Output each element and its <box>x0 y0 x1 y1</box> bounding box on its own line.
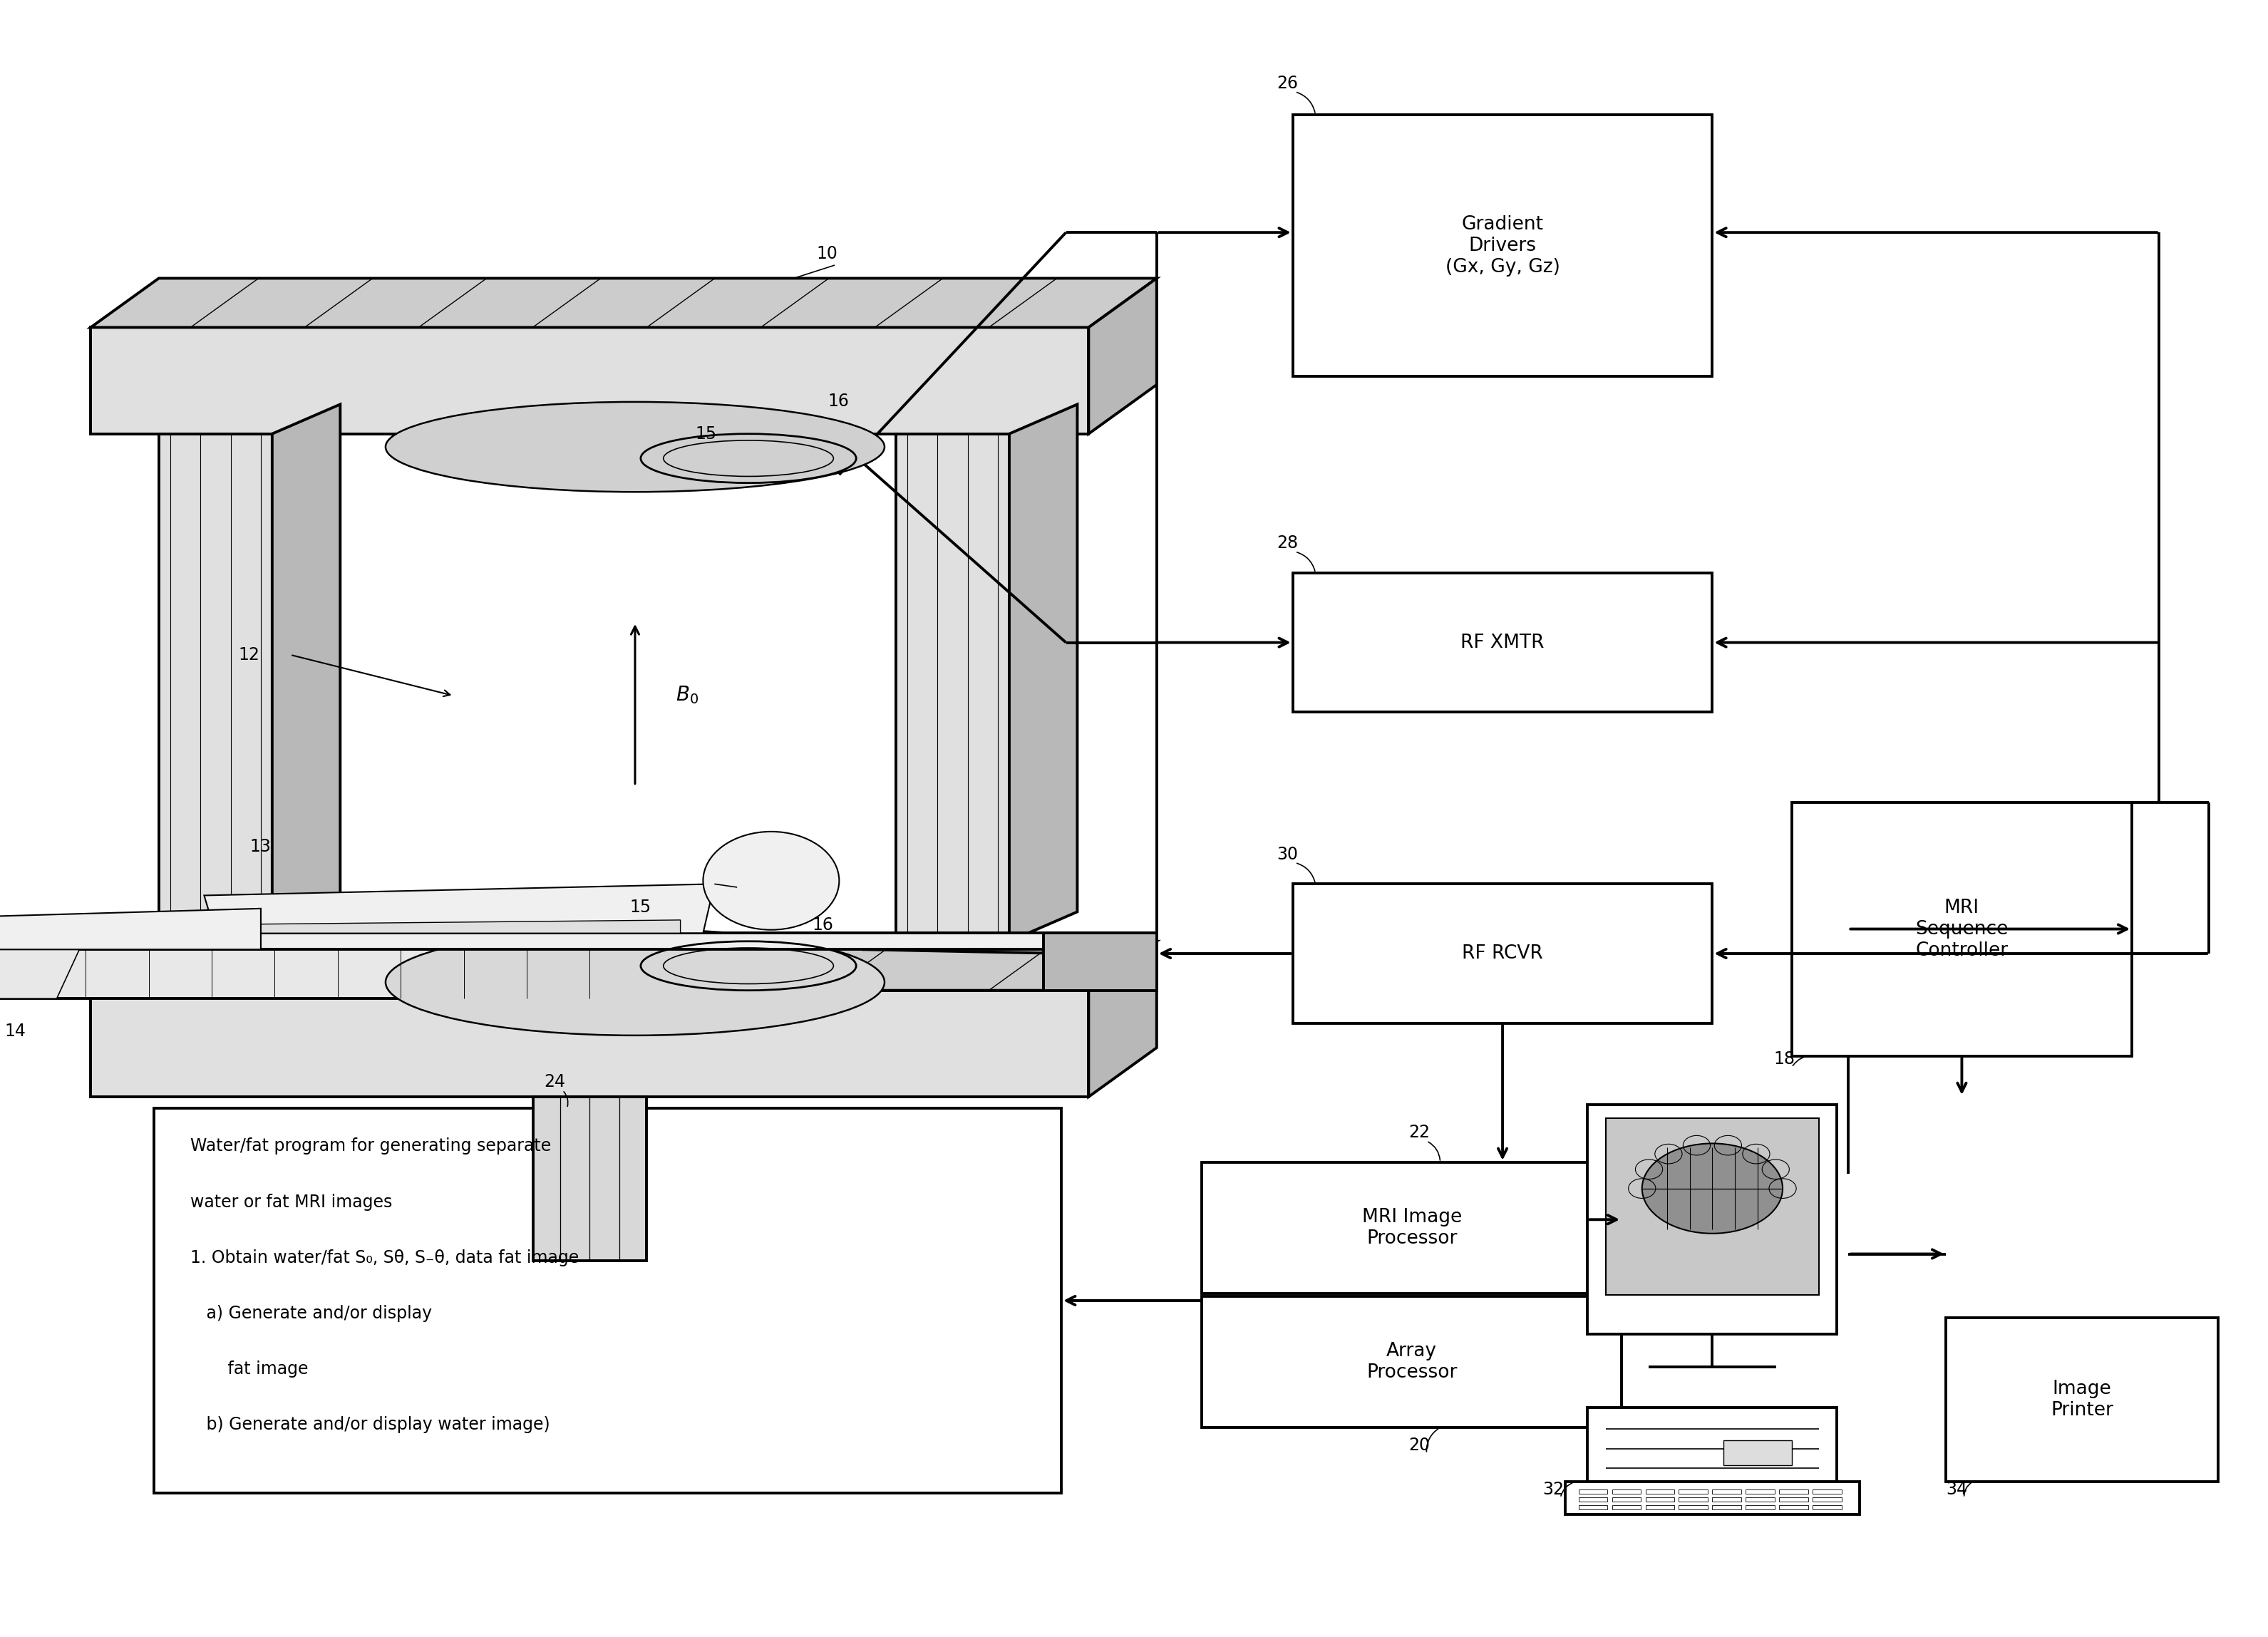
Polygon shape <box>0 933 1157 949</box>
FancyBboxPatch shape <box>1746 1490 1774 1495</box>
Polygon shape <box>91 278 1157 327</box>
Text: RF XMTR: RF XMTR <box>1461 634 1545 652</box>
FancyBboxPatch shape <box>1812 1490 1842 1495</box>
Polygon shape <box>91 990 1089 1097</box>
Text: a) Generate and/or display: a) Generate and/or display <box>191 1305 433 1321</box>
Text: 12: 12 <box>238 647 259 663</box>
FancyBboxPatch shape <box>1712 1504 1742 1509</box>
FancyBboxPatch shape <box>1712 1498 1742 1501</box>
Text: Array
Processor: Array Processor <box>1365 1342 1458 1382</box>
Text: $B_0$: $B_0$ <box>676 684 699 706</box>
Ellipse shape <box>1642 1143 1783 1234</box>
FancyBboxPatch shape <box>1812 1504 1842 1509</box>
Text: 16: 16 <box>828 393 848 409</box>
FancyBboxPatch shape <box>1712 1490 1742 1495</box>
Polygon shape <box>1089 941 1157 1097</box>
Text: Image
Printer: Image Printer <box>2050 1380 2114 1419</box>
Polygon shape <box>1043 933 1157 990</box>
FancyBboxPatch shape <box>1579 1498 1608 1501</box>
Polygon shape <box>91 941 1157 990</box>
FancyBboxPatch shape <box>1579 1504 1608 1509</box>
FancyBboxPatch shape <box>1778 1498 1808 1501</box>
Polygon shape <box>181 920 680 933</box>
FancyBboxPatch shape <box>1579 1490 1608 1495</box>
Text: water or fat MRI images: water or fat MRI images <box>191 1193 392 1210</box>
FancyBboxPatch shape <box>1678 1504 1708 1509</box>
Text: 28: 28 <box>1277 535 1297 552</box>
FancyBboxPatch shape <box>1678 1490 1708 1495</box>
FancyBboxPatch shape <box>1746 1504 1774 1509</box>
FancyBboxPatch shape <box>1202 1297 1622 1427</box>
Text: 34: 34 <box>1946 1481 1966 1498</box>
Text: 22: 22 <box>1408 1125 1429 1141</box>
FancyBboxPatch shape <box>1746 1498 1774 1501</box>
FancyBboxPatch shape <box>1812 1498 1842 1501</box>
Text: b) Generate and/or display water image): b) Generate and/or display water image) <box>191 1416 551 1432</box>
FancyBboxPatch shape <box>1946 1318 2218 1481</box>
Text: 24: 24 <box>544 1074 565 1090</box>
FancyBboxPatch shape <box>1644 1490 1674 1495</box>
Text: 32: 32 <box>1542 1481 1563 1498</box>
FancyBboxPatch shape <box>1678 1498 1708 1501</box>
FancyBboxPatch shape <box>533 1097 646 1260</box>
Polygon shape <box>1089 278 1157 434</box>
Text: 10: 10 <box>816 246 837 262</box>
Ellipse shape <box>386 403 885 493</box>
Polygon shape <box>91 327 1089 434</box>
FancyBboxPatch shape <box>1293 115 1712 377</box>
Text: fat image: fat image <box>191 1360 308 1377</box>
Text: 18: 18 <box>1774 1051 1794 1067</box>
FancyBboxPatch shape <box>1588 1408 1837 1481</box>
Text: MRI Image
Processor: MRI Image Processor <box>1361 1208 1463 1247</box>
Text: 20: 20 <box>1408 1437 1429 1454</box>
Polygon shape <box>0 949 79 999</box>
FancyBboxPatch shape <box>1613 1498 1640 1501</box>
FancyBboxPatch shape <box>1202 1162 1622 1293</box>
Polygon shape <box>0 909 261 949</box>
Text: MRI
Sequence
Controller: MRI Sequence Controller <box>1916 899 2007 959</box>
FancyBboxPatch shape <box>154 1108 1061 1493</box>
Text: RF RCVR: RF RCVR <box>1463 945 1542 963</box>
Polygon shape <box>0 949 635 999</box>
FancyBboxPatch shape <box>1778 1490 1808 1495</box>
Polygon shape <box>1009 404 1077 941</box>
FancyBboxPatch shape <box>1565 1481 1860 1514</box>
Polygon shape <box>896 434 1009 941</box>
Text: 30: 30 <box>1277 846 1297 863</box>
FancyBboxPatch shape <box>1606 1118 1819 1295</box>
FancyBboxPatch shape <box>1644 1498 1674 1501</box>
FancyBboxPatch shape <box>1644 1504 1674 1509</box>
FancyBboxPatch shape <box>1613 1490 1640 1495</box>
Text: 26: 26 <box>1277 75 1297 92</box>
Text: Gradient
Drivers
(Gx, Gy, Gz): Gradient Drivers (Gx, Gy, Gz) <box>1445 214 1560 277</box>
Ellipse shape <box>386 928 885 1036</box>
FancyBboxPatch shape <box>1724 1441 1792 1465</box>
Polygon shape <box>272 404 340 941</box>
Text: 13: 13 <box>249 838 270 855</box>
Text: 16: 16 <box>812 917 832 933</box>
FancyBboxPatch shape <box>1588 1105 1837 1334</box>
FancyBboxPatch shape <box>1293 884 1712 1023</box>
FancyBboxPatch shape <box>1613 1504 1640 1509</box>
Polygon shape <box>159 434 272 941</box>
FancyBboxPatch shape <box>1792 802 2132 1056</box>
Text: 14: 14 <box>5 1023 25 1039</box>
Text: 1. Obtain water/fat S₀, Sθ, S₋θ, data fat image: 1. Obtain water/fat S₀, Sθ, S₋θ, data fa… <box>191 1249 578 1265</box>
FancyBboxPatch shape <box>1293 573 1712 712</box>
Polygon shape <box>204 884 714 933</box>
Text: 15: 15 <box>696 426 717 442</box>
FancyBboxPatch shape <box>1778 1504 1808 1509</box>
Text: Water/fat program for generating separate: Water/fat program for generating separat… <box>191 1138 551 1154</box>
Circle shape <box>703 832 839 930</box>
Text: 15: 15 <box>631 899 651 915</box>
